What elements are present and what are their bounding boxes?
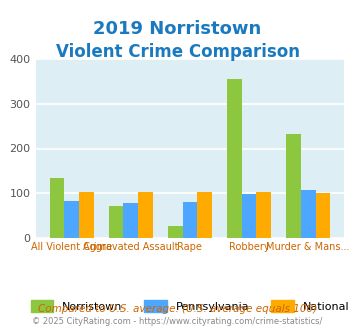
Text: 2019 Norristown: 2019 Norristown — [93, 20, 262, 38]
Bar — [197, 192, 212, 238]
Text: Violent Crime Comparison: Violent Crime Comparison — [55, 43, 300, 61]
Bar — [138, 192, 153, 238]
Bar — [64, 201, 79, 238]
Bar — [124, 203, 138, 238]
Text: © 2025 CityRating.com - https://www.cityrating.com/crime-statistics/: © 2025 CityRating.com - https://www.city… — [32, 317, 323, 326]
Text: Compared to U.S. average. (U.S. average equals 100): Compared to U.S. average. (U.S. average … — [38, 304, 317, 314]
Bar — [227, 79, 242, 238]
Legend: Norristown, Pennsylvania, National: Norristown, Pennsylvania, National — [31, 300, 349, 312]
Bar — [168, 226, 182, 238]
Bar — [242, 194, 256, 238]
Bar — [286, 134, 301, 238]
Bar — [182, 202, 197, 238]
Bar — [79, 192, 94, 238]
Bar — [301, 190, 316, 238]
Bar — [50, 178, 64, 238]
Bar — [256, 192, 271, 238]
Bar — [316, 193, 330, 238]
Bar — [109, 206, 124, 238]
